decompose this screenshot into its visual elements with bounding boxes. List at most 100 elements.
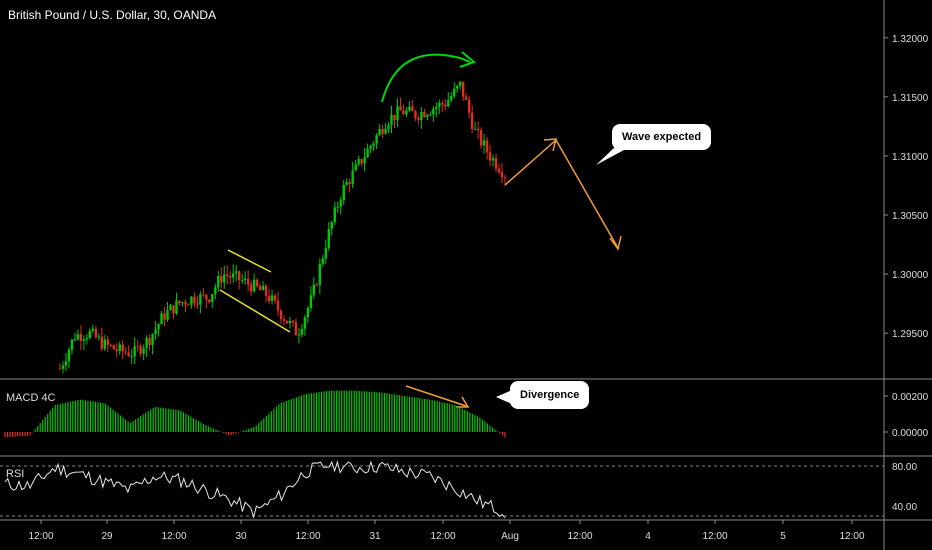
candle-body [220,276,223,283]
rsi-tick-label: 80.00 [892,462,917,473]
candle-body [432,108,435,115]
candle-body [208,299,211,303]
candle-body [217,276,220,288]
candle-body [237,271,241,281]
time-tick-label: 12:00 [161,531,186,542]
candle-body [273,295,277,301]
time-tick-label: 12:00 [702,531,727,542]
candle-body [252,279,256,292]
orange-wave-path [504,138,619,249]
macd-tick-label: 0.00200 [892,392,929,403]
candle-body [255,279,259,287]
time-tick-label: 30 [235,531,247,542]
candle-body [333,207,336,223]
candle-body [112,345,115,350]
candle-body [369,146,372,149]
candle-body [202,294,205,296]
candle-body [306,308,310,318]
candle-body [279,310,283,320]
candle-body [205,294,208,300]
candle-body [246,278,250,285]
candle-body [444,104,447,107]
candle-body [297,334,301,336]
candle-body [473,128,477,130]
price-tick-label: 1.32000 [892,34,929,45]
candle-body [282,319,286,321]
candle-body [223,274,226,283]
candle-body [267,295,271,301]
candle-body [366,148,369,158]
candle-body [199,294,202,305]
chart-title: British Pound / U.S. Dollar, 30, OANDA [8,8,217,22]
candle-body [467,99,471,113]
divergence-line [405,385,467,407]
candle-body [133,346,136,357]
macd-axis: 0.00200 0.00000 [884,392,929,439]
candle-body [232,273,235,278]
candle-body [118,344,121,352]
time-tick-label: 29 [101,531,113,542]
yellow-trendline [219,289,291,333]
candle-body [294,322,298,336]
candle-body [163,313,166,320]
candle-body [115,349,118,352]
candle-body [354,164,357,171]
candle-body [384,128,387,134]
rsi-axis: 80.00 40.00 [892,462,917,513]
candle-body [175,300,178,314]
candle-body [261,285,265,291]
candle-body [309,295,313,309]
candle-body [94,328,98,338]
candle-body [67,349,71,362]
candle-body [453,88,456,97]
time-tick-label: 12:00 [28,531,53,542]
candle-body [190,296,193,305]
candle-body [130,356,133,358]
candle-body [181,302,184,304]
macd-histogram [4,390,506,438]
candle-body [405,110,408,115]
price-tick-label: 1.29500 [892,329,929,340]
orange-arrowhead [543,138,557,152]
candle-body [461,81,465,97]
candle-body [148,337,151,346]
candle-body [121,344,124,352]
candle-body [85,337,89,340]
candle-body [249,284,253,292]
candle-body [456,85,459,89]
rsi-label: RSI [6,468,25,480]
candle-body [399,106,402,111]
yellow-trendline [227,249,272,273]
candle-body [166,310,169,320]
candle-body [393,114,396,121]
time-tick-label: 31 [369,531,381,542]
candle-body [459,81,462,86]
candle-body [479,130,483,146]
candle-body [97,336,101,338]
time-axis: 12:00 29 12:00 30 12:00 31 12:00 Aug 12:00 4 12:00… [28,520,865,542]
wave-expected-callout: Wave expected [612,124,712,150]
candle-body [423,111,426,118]
candle-body [372,143,375,147]
candle-body [417,118,420,120]
candle-body [408,106,411,111]
candle-body [402,110,405,115]
divergence-arrowhead [456,396,470,408]
candle-body [124,351,127,353]
candle-body [488,152,492,161]
candle-body [411,106,414,112]
orange-arrowhead [609,235,622,251]
candle-body [363,157,366,164]
time-tick-label: 12:00 [567,531,592,542]
candle-body [79,334,83,341]
candle-body [447,100,450,107]
candle-body [264,285,268,296]
candle-body [184,302,187,305]
rsi-line [4,460,506,519]
price-tick-label: 1.31500 [892,93,929,104]
candle-body [375,135,378,144]
candle-body [276,300,280,311]
candlestick-series [58,81,507,374]
price-tick-label: 1.31000 [892,152,929,163]
